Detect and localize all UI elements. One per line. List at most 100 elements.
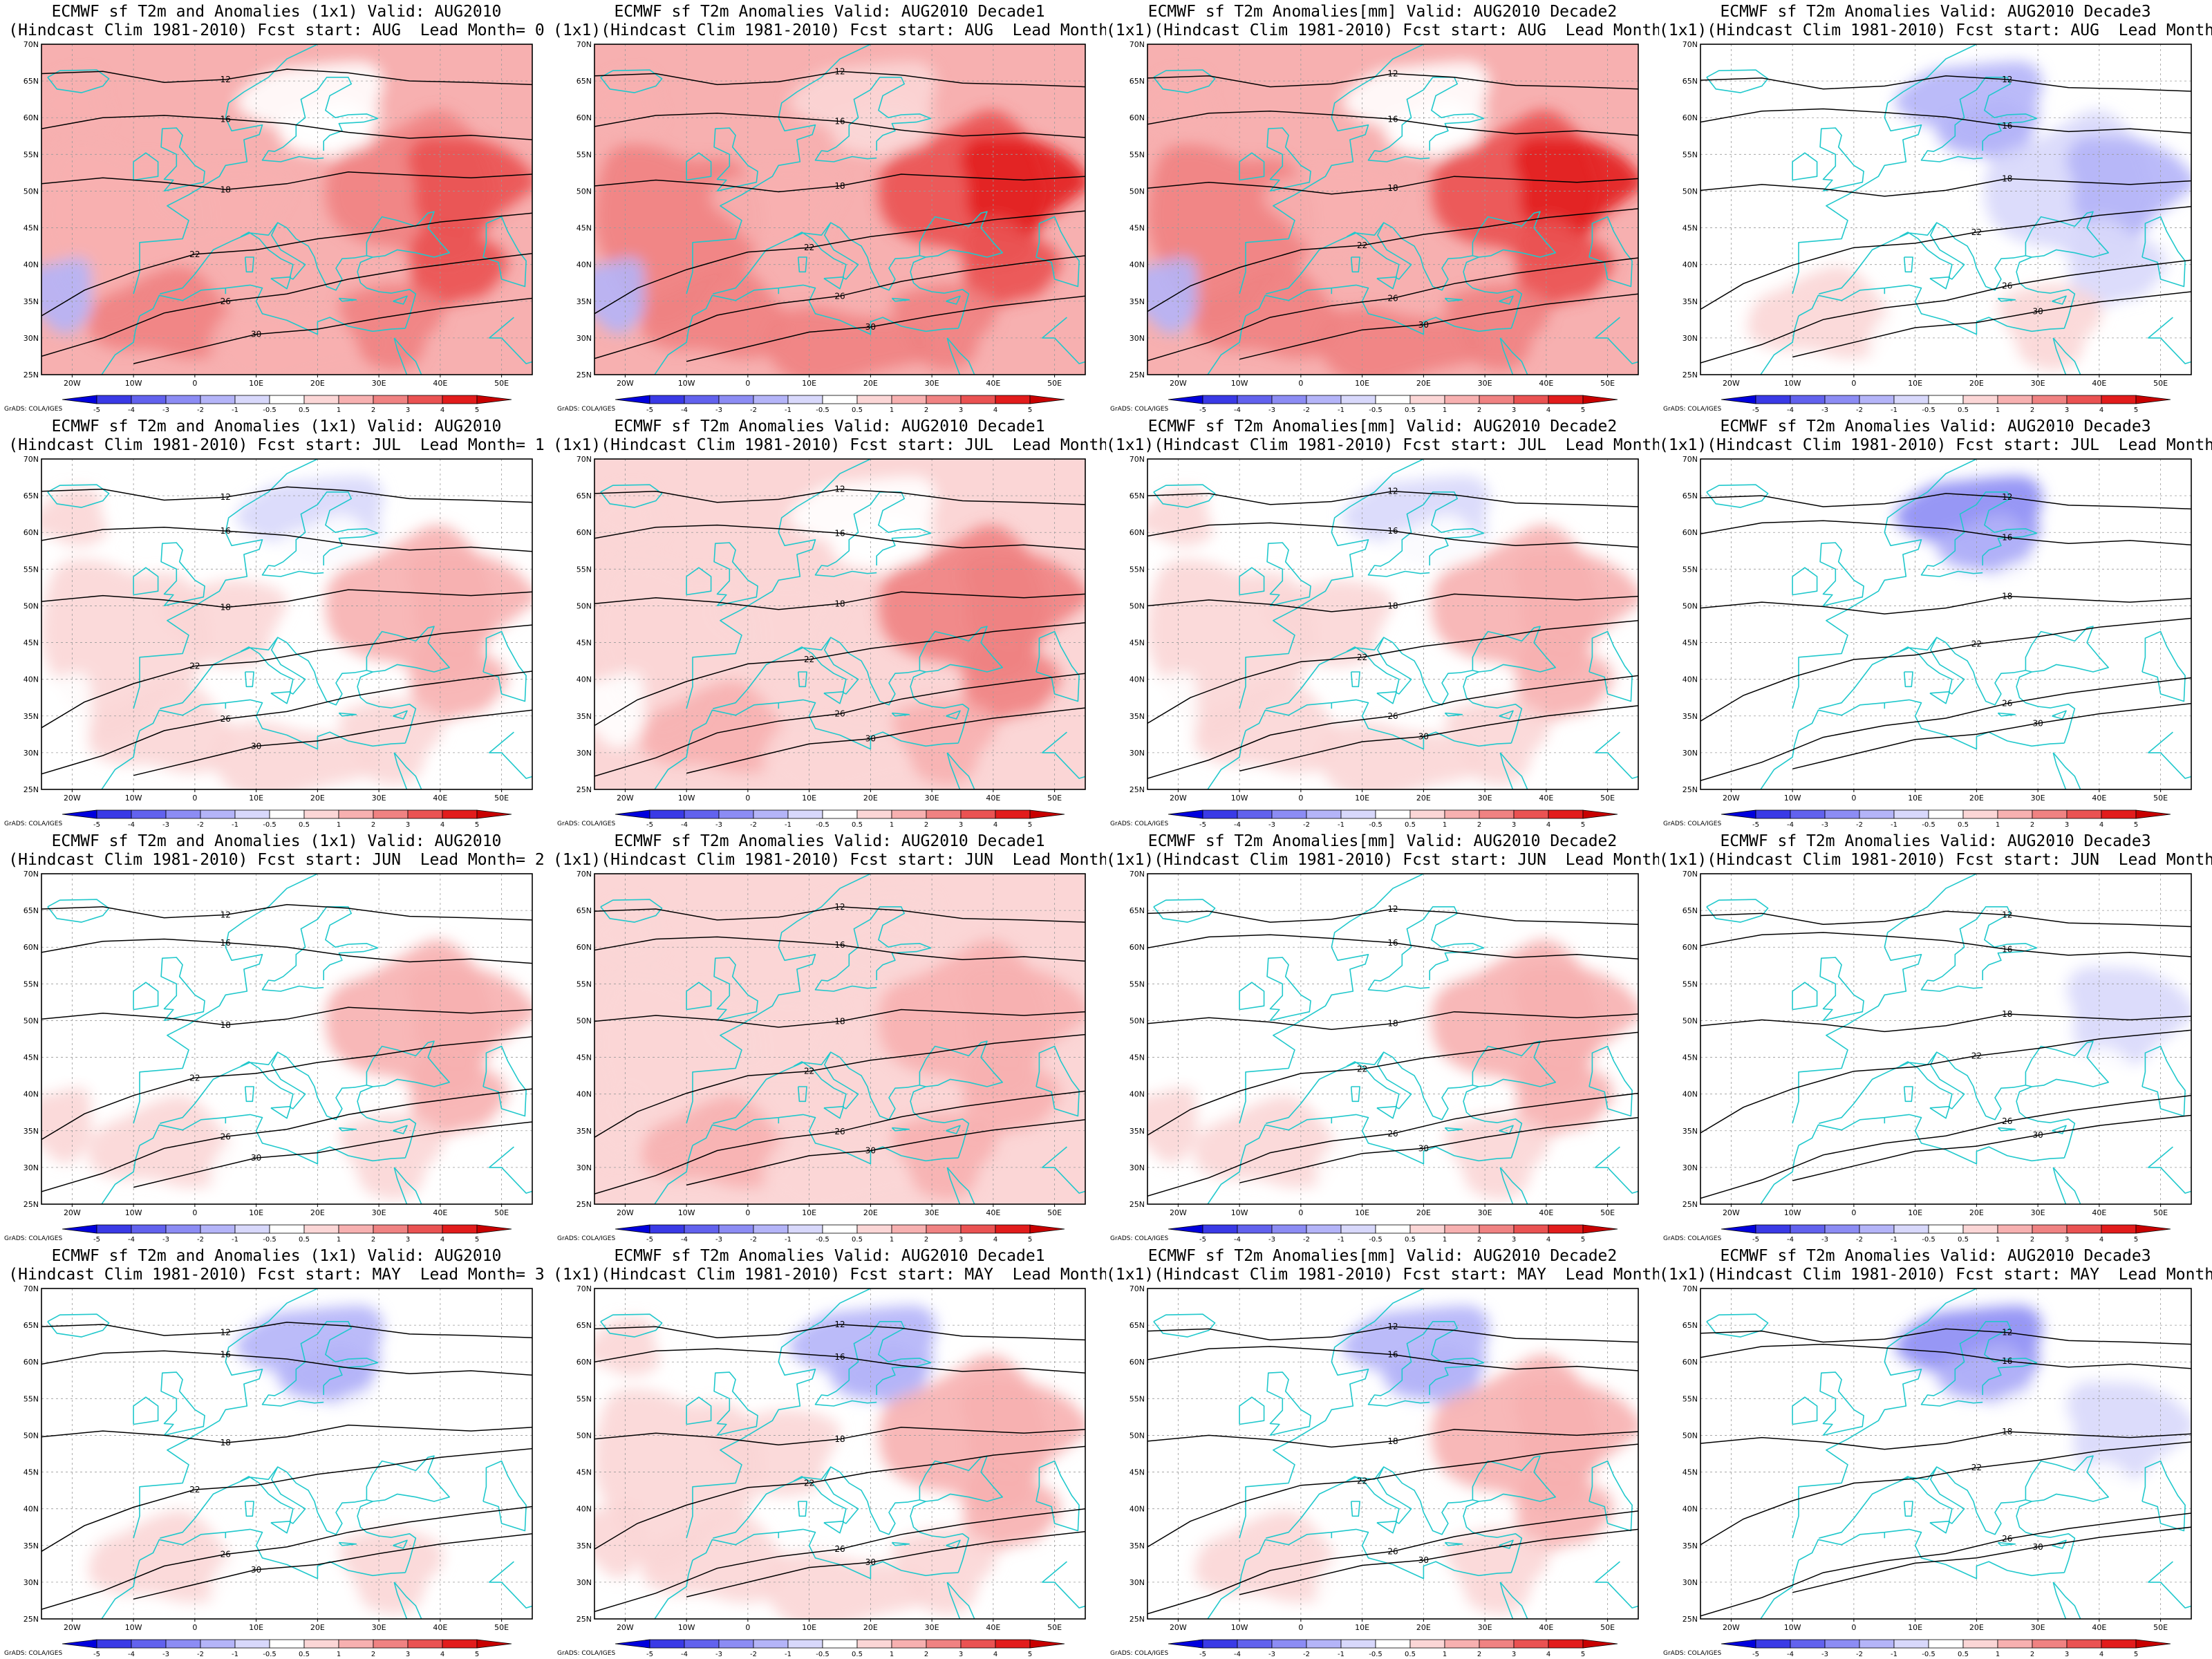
colorbar-swatch	[269, 1639, 305, 1649]
lon-label: 10E	[249, 794, 263, 803]
coastline	[2052, 1167, 2067, 1204]
contour-line	[1147, 1326, 1638, 1343]
colorbar-label: -2	[1303, 406, 1310, 414]
lon-label: 10E	[1355, 1623, 1369, 1632]
contour-label: 22	[804, 1478, 814, 1488]
coastline	[1798, 699, 2065, 750]
map-panel: ECMWF sf T2m Anomalies Valid: AUG2010 De…	[553, 415, 1106, 830]
anomaly-field: 12 16 18 22 26 30	[41, 44, 532, 375]
coastline	[338, 712, 357, 717]
colorbar-swatch	[165, 395, 201, 404]
colorbar-swatch	[338, 1639, 374, 1649]
plot-frame	[1147, 1288, 1639, 1620]
coastline	[1792, 44, 1977, 294]
anomaly-region	[88, 265, 236, 359]
anomaly-region	[407, 551, 532, 653]
lat-label: 35N	[577, 1541, 592, 1550]
coastline	[1588, 630, 1633, 702]
coastline	[489, 317, 532, 364]
coastline	[1706, 1313, 1769, 1338]
coastline	[1239, 982, 1265, 1011]
contour-line	[1792, 291, 2191, 358]
contour-line	[41, 1006, 532, 1026]
lat-label: 40N	[24, 1505, 39, 1514]
colorbar-label: -1	[1338, 1236, 1344, 1244]
grads-credit: GrADS: COLA/IGES	[1110, 821, 1168, 827]
coastline	[654, 1559, 693, 1619]
coastline	[713, 127, 758, 192]
anomaly-region	[1700, 1087, 1751, 1163]
colorbar-swatch	[1721, 1224, 1756, 1234]
colorbar-label: 0.5	[299, 1651, 310, 1658]
contour-label: 22	[1971, 227, 1982, 237]
lat-label: 70N	[1683, 40, 1698, 49]
contour-label: 26	[2002, 1534, 2012, 1544]
colorbar-swatch	[1444, 1224, 1480, 1234]
lon-label: 20E	[1416, 1623, 1431, 1632]
lat-label: 30N	[1130, 334, 1145, 343]
lon-label: 0	[745, 794, 750, 803]
contour-label: 26	[2002, 699, 2012, 709]
colorbar-label: -4	[681, 406, 688, 414]
coastline	[393, 337, 422, 375]
lat-label: 40N	[1683, 1505, 1698, 1514]
lon-label: 50E	[2153, 1208, 2168, 1217]
coastline	[133, 459, 318, 709]
coastline	[686, 44, 871, 294]
lat-label: 60N	[1683, 113, 1698, 122]
colorbar-swatch	[1548, 809, 1584, 819]
contour-label: 18	[221, 1020, 231, 1030]
anomaly-region	[158, 995, 288, 1082]
anomaly-field: 12 16 18 22 26 30	[594, 44, 1085, 375]
map-panel: ECMWF sf T2m Anomalies[mm] Valid: AUG201…	[1106, 1244, 1659, 1659]
colorbar-label: 2	[371, 1236, 375, 1244]
contour-label: 22	[189, 1485, 200, 1494]
lat-label: 40N	[1683, 261, 1698, 270]
lat-label: 70N	[1130, 870, 1145, 879]
anomaly-region	[2066, 1380, 2191, 1483]
colorbar-label: -4	[1234, 821, 1241, 829]
colorbar-swatch	[1962, 1639, 1998, 1649]
lat-label: 60N	[577, 528, 592, 537]
contour-line	[41, 624, 532, 729]
contour-label: 18	[834, 1434, 845, 1444]
coastline	[946, 1167, 975, 1204]
coastline	[160, 957, 205, 1022]
anomaly-region	[1315, 1136, 1485, 1204]
anomaly-region	[409, 1461, 509, 1553]
coastline	[1376, 1520, 1398, 1534]
anomaly-region	[1147, 258, 1198, 334]
anomaly-region	[1868, 1136, 2038, 1204]
coastline	[1499, 1582, 1514, 1619]
lon-label: 50E	[2153, 794, 2168, 803]
colorbar-label: -4	[1787, 1236, 1794, 1244]
coastline	[1499, 337, 1528, 375]
coastline	[160, 1371, 205, 1436]
plot-frame	[41, 873, 533, 1205]
lat-label: 35N	[1130, 1541, 1145, 1550]
colorbar-label: -4	[1787, 1651, 1794, 1658]
coastline	[1239, 44, 1424, 294]
contour-line	[1700, 932, 2191, 957]
colorbar-label: -1	[785, 1236, 791, 1244]
graticule	[594, 874, 1085, 1204]
anomaly-field: 12 16 18 22 26 30	[41, 874, 532, 1204]
panel-title-line1: ECMWF sf T2m Anomalies[mm] Valid: AUG201…	[1147, 3, 1618, 21]
contour-line	[1147, 908, 1638, 926]
lon-label: 50E	[1600, 1208, 1615, 1217]
coastline	[1472, 626, 1556, 673]
anomaly-region	[1868, 1551, 2038, 1619]
lat-label: 35N	[24, 712, 39, 721]
lat-label: 60N	[1130, 943, 1145, 952]
colorbar-swatch	[1893, 809, 1929, 819]
lat-label: 30N	[1130, 749, 1145, 758]
colorbar-label: -5	[93, 1236, 100, 1244]
coastline	[338, 1541, 357, 1546]
colorbar-swatch	[615, 395, 650, 404]
coastline	[393, 1167, 408, 1204]
colorbar-label: 2	[1477, 821, 1481, 829]
colorbar-label: -0.5	[1369, 821, 1382, 829]
anomaly-region	[2066, 966, 2191, 1068]
anomaly-map: 12161822263070N65N60N55N50N45N40N35N30N2…	[4, 870, 533, 1244]
contour-line	[1239, 1528, 1638, 1595]
